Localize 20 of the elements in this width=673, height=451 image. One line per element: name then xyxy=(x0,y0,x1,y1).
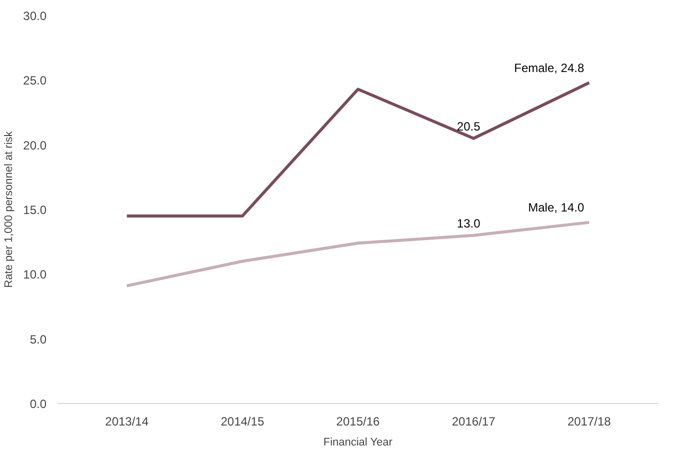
y-tick-label: 10.0 xyxy=(23,268,47,282)
y-tick-label: 30.0 xyxy=(23,9,47,23)
data-label: 13.0 xyxy=(456,216,481,230)
x-axis-title: Financial Year xyxy=(323,436,393,448)
y-tick-label: 20.0 xyxy=(23,138,47,152)
x-tick-label: 2016/17 xyxy=(452,414,496,428)
line-series xyxy=(125,220,591,288)
data-label: 20.5 xyxy=(456,119,481,134)
y-tick-label: 25.0 xyxy=(23,74,47,88)
x-tick-label: 2015/16 xyxy=(336,414,380,428)
y-axis-title: Rate per 1,000 personnel at risk xyxy=(3,130,16,288)
x-tick-label: 2017/18 xyxy=(567,414,612,428)
y-tick-label: 0.0 xyxy=(30,397,47,411)
line-series xyxy=(125,81,591,218)
data-label: Female, 24.8 xyxy=(514,60,584,75)
data-label: Male, 14.0 xyxy=(528,200,584,214)
y-tick-label: 5.0 xyxy=(30,332,47,346)
x-tick-label: 2013/14 xyxy=(105,414,149,428)
x-tick-label: 2014/15 xyxy=(220,414,264,428)
y-tick-label: 15.0 xyxy=(23,203,47,217)
